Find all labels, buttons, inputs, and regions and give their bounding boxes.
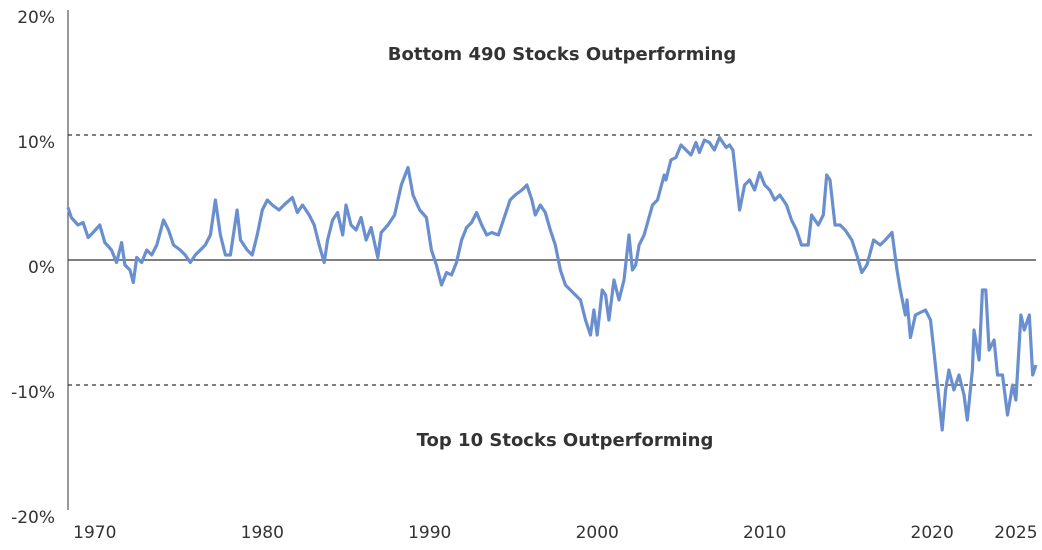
y-tick-label: 10% — [17, 133, 55, 153]
y-tick-label: -20% — [11, 508, 55, 528]
y-tick-label: 20% — [17, 8, 55, 28]
x-tick-label: 1970 — [73, 523, 116, 543]
y-tick-label: 0% — [28, 258, 55, 278]
x-tick-label: 2025 — [994, 523, 1037, 543]
x-tick-label: 1980 — [241, 523, 284, 543]
y-tick-label: -10% — [11, 383, 55, 403]
annotation: Bottom 490 Stocks Outperforming — [388, 44, 736, 65]
x-tick-label: 2010 — [743, 523, 786, 543]
x-tick-label: 1990 — [408, 523, 451, 543]
x-tick-label: 2020 — [911, 523, 954, 543]
data-line — [66, 135, 1038, 432]
x-tick-label: 2000 — [576, 523, 619, 543]
annotation: Top 10 Stocks Outperforming — [417, 430, 714, 451]
